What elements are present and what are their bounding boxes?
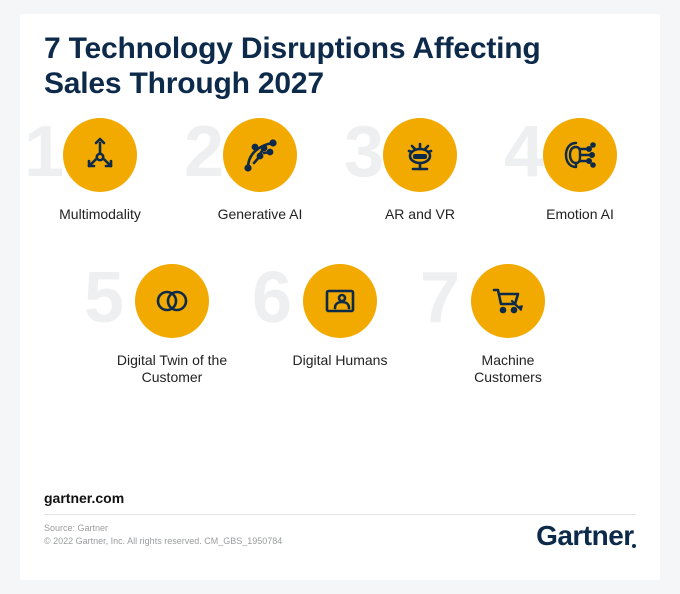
ghost-number: 3 <box>344 116 384 188</box>
ghost-number: 2 <box>184 116 224 188</box>
ar-vr-icon <box>400 135 440 175</box>
item-digital-twin: 5 Digital Twin of the Customer <box>112 264 232 387</box>
generative-ai-icon <box>240 135 280 175</box>
digital-humans-icon <box>320 281 360 321</box>
icon-circle <box>543 118 617 192</box>
footer-divider <box>44 514 636 515</box>
footer-legal: Source: Gartner © 2022 Gartner, Inc. All… <box>44 522 282 547</box>
icon-circle <box>63 118 137 192</box>
item-label: Emotion AI <box>520 206 640 224</box>
page-title: 7 Technology Disruptions Affecting Sales… <box>44 32 604 101</box>
icon-circle <box>303 264 377 338</box>
item-generative-ai: 2 <box>212 118 308 224</box>
ghost-number: 5 <box>84 262 124 334</box>
item-label: Generative AI <box>200 206 320 224</box>
grid-row-2: 5 Digital Twin of the Customer 6 <box>20 264 660 387</box>
icon-circle <box>383 118 457 192</box>
ghost-number: 6 <box>252 262 292 334</box>
item-label: Digital Twin of the Customer <box>112 352 232 387</box>
item-label: AR and VR <box>360 206 480 224</box>
multimodality-icon <box>80 135 120 175</box>
item-label: Multimodality <box>40 206 160 224</box>
ghost-number: 4 <box>504 116 544 188</box>
logo-text: Gartner <box>536 520 634 551</box>
item-digital-humans: 6 Digital Humans <box>280 264 400 387</box>
icon-circle <box>223 118 297 192</box>
infographic-card: 7 Technology Disruptions Affecting Sales… <box>20 14 660 580</box>
item-label: Machine Customers <box>448 352 568 387</box>
items-grid: 1 Multimodality <box>20 118 660 387</box>
footer-url: gartner.com <box>44 490 124 506</box>
item-ar-vr: 3 <box>372 118 468 224</box>
item-emotion-ai: 4 Emotion AI <box>532 118 628 224</box>
footer-source: Source: Gartner <box>44 522 282 535</box>
item-label: Digital Humans <box>280 352 400 370</box>
logo-dot <box>629 520 636 551</box>
item-machine-customers: 7 Machine Customers <box>448 264 568 387</box>
icon-circle <box>135 264 209 338</box>
emotion-ai-icon <box>560 135 600 175</box>
ghost-number: 7 <box>420 262 460 334</box>
footer-copyright: © 2022 Gartner, Inc. All rights reserved… <box>44 535 282 548</box>
digital-twin-icon <box>152 281 192 321</box>
gartner-logo: Gartner <box>536 520 636 552</box>
icon-circle <box>471 264 545 338</box>
machine-customers-icon <box>488 281 528 321</box>
item-multimodality: 1 Multimodality <box>52 118 148 224</box>
ghost-number: 1 <box>24 116 64 188</box>
grid-row-1: 1 Multimodality <box>20 118 660 224</box>
